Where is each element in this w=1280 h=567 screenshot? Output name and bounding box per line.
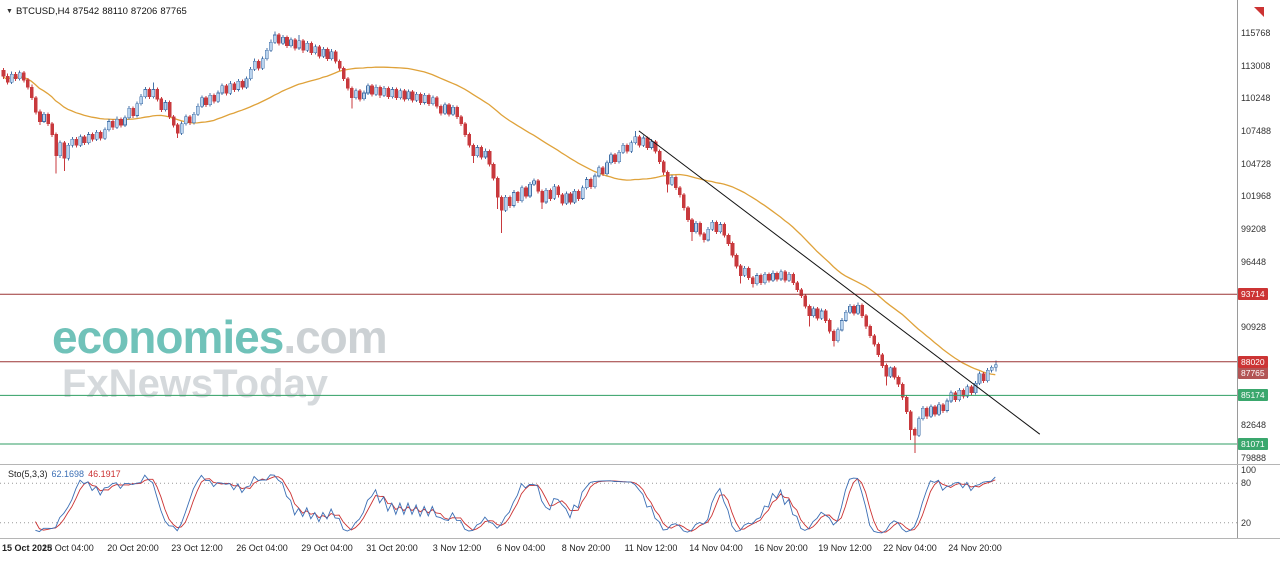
price-axis-label: 99208 [1241,224,1267,234]
stochastic-axis-label: 80 [1241,478,1252,488]
watermark-brand: economies.com [52,311,388,363]
stochastic-main-line [35,474,996,534]
time-axis-label: 18 Oct 04:00 [42,543,94,553]
level-price-label: 85174 [1238,389,1268,401]
price-axis-label: 104728 [1241,159,1272,169]
time-axis-label: 20 Oct 20:00 [107,543,159,553]
symbol-timeframe: BTCUSD,H4 [15,6,70,17]
stochastic-signal-line [35,476,996,533]
time-axis-label: 26 Oct 04:00 [236,543,288,553]
symbol-marker-icon[interactable]: ▼ [6,8,13,15]
candles-layer [1,31,998,454]
time-axis-label: 19 Nov 12:00 [818,543,872,553]
ohlc-open: 87542 [72,6,100,17]
level-price-label: 88020 [1238,356,1268,368]
time-axis-label: 8 Nov 20:00 [561,543,611,553]
moving-average-line[interactable] [2,66,996,376]
price-axis-label: 113008 [1241,61,1271,71]
time-axis-label: 6 Nov 04:00 [496,543,546,553]
level-price-label: 93714 [1238,288,1268,300]
price-axis-label: 110248 [1241,93,1271,103]
time-axis-label: 31 Oct 20:00 [366,543,418,553]
time-axis-label: 3 Nov 12:00 [432,543,482,553]
time-axis[interactable]: 15 Oct 2025 18 Oct 04:00 20 Oct 20:00 23 Oc… [0,541,1280,561]
time-axis-label: 29 Oct 04:00 [301,543,353,553]
price-axis-border [1237,0,1238,538]
indicator-main-value: 62.1698 [51,469,85,479]
watermark-brand-suffix: .com [283,311,387,363]
price-chart-canvas[interactable] [0,0,1237,464]
current-price-label: 87765 [1238,367,1268,379]
time-axis-label: 16 Nov 20:00 [754,543,808,553]
chart-shift-marker-icon[interactable] [1254,7,1264,17]
price-axis-label: 90928 [1241,322,1267,332]
stochastic-axis-label: 100 [1241,465,1257,475]
price-axis-label: 101968 [1241,191,1272,201]
indicator-label: Sto(5,3,3) 62.1698 46.1917 [8,469,121,479]
price-axis-label: 96448 [1241,257,1267,267]
stochastic-canvas[interactable] [0,467,1237,538]
time-axis-label: 24 Nov 20:00 [948,543,1002,553]
watermark-tagline: FxNewsToday [62,362,328,406]
watermark: economies.com FxNewsToday [52,311,388,406]
indicator-signal-value: 46.1917 [88,469,121,479]
time-axis-label: 11 Nov 12:00 [624,543,678,553]
price-axis-label: 79888 [1241,453,1267,463]
price-axis-label: 82648 [1241,420,1267,430]
ohlc-high: 88110 [102,6,128,17]
indicator-name: Sto(5,3,3) [8,469,48,479]
price-axis-label: 107488 [1241,126,1272,136]
time-axis-divider [0,538,1280,539]
watermark-brand-text: economies [52,311,284,363]
ohlc-low: 87206 [130,6,158,17]
descending-trendline[interactable] [638,130,1041,435]
chart-header: ▼ BTCUSD,H4 87542 88110 87206 87765 [6,6,190,17]
ohlc-close: 87765 [160,6,187,17]
time-axis-label: 23 Oct 12:00 [171,543,223,553]
stochastic-axis-label: 20 [1241,518,1252,528]
panel-divider[interactable] [0,464,1280,465]
stochastic-axis[interactable]: 100 80 20 [1238,465,1280,538]
time-axis-label: 15 Oct 2025 [2,543,53,553]
price-axis-label: 115768 [1241,28,1271,38]
time-axis-label: 14 Nov 04:00 [689,543,743,553]
time-axis-label: 22 Nov 04:00 [883,543,937,553]
level-price-label: 81071 [1238,438,1268,450]
price-axis[interactable]: 115768 113008 110248 107488 104728 101968 9920… [1238,0,1280,464]
